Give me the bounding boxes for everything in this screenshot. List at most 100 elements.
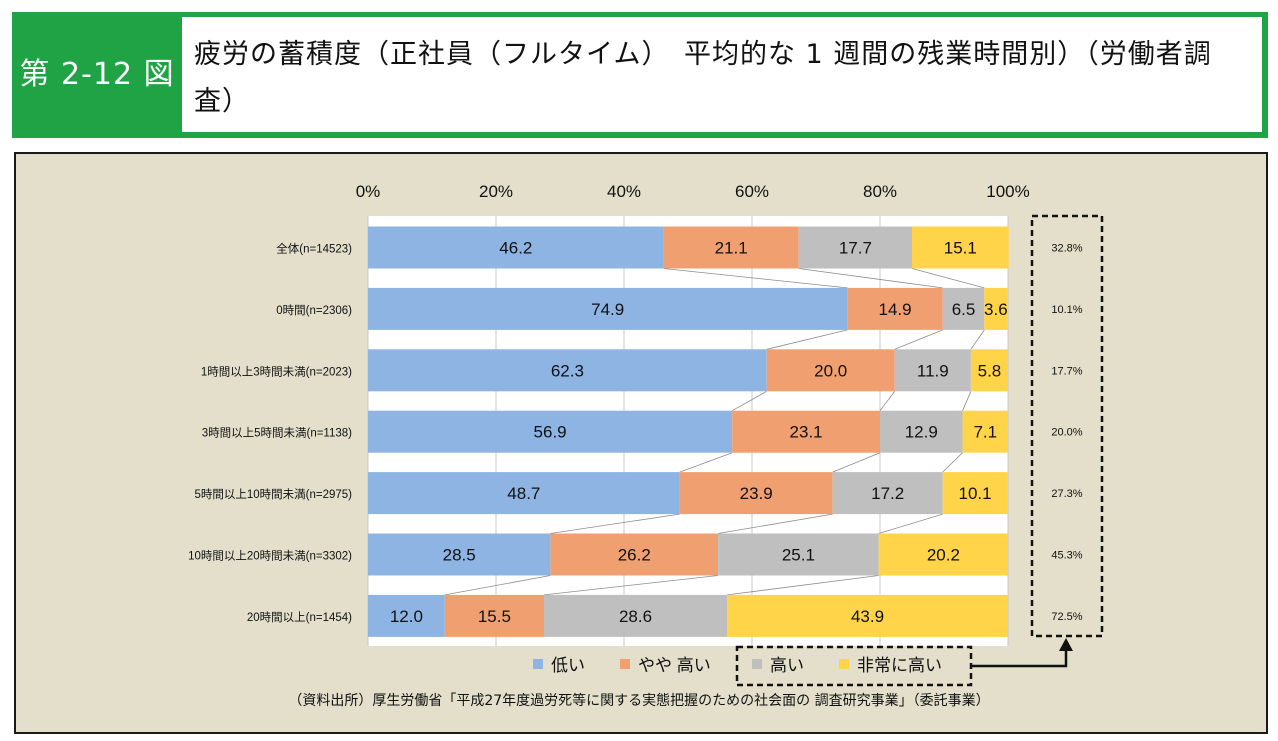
x-tick-label: 0% bbox=[356, 182, 381, 201]
series-connector bbox=[766, 329, 848, 350]
bar-segment bbox=[970, 349, 1008, 392]
data-label: 20.2 bbox=[927, 546, 960, 565]
x-tick-label: 60% bbox=[735, 182, 769, 201]
bar-segment bbox=[368, 594, 445, 637]
bar-segment bbox=[894, 349, 971, 392]
data-label: 5.8 bbox=[978, 361, 1002, 380]
data-label: 23.9 bbox=[740, 484, 773, 503]
bar-segment bbox=[368, 287, 848, 330]
data-label: 21.1 bbox=[715, 239, 748, 258]
data-label: 12.0 bbox=[390, 607, 423, 626]
data-label: 12.9 bbox=[905, 423, 938, 442]
series-connector bbox=[878, 513, 943, 534]
category-label: 10時間以上20時間未満(n=3302) bbox=[188, 550, 352, 563]
data-label: 25.1 bbox=[782, 546, 815, 565]
high-total-label: 20.0% bbox=[1051, 427, 1082, 439]
bar-segment bbox=[368, 533, 551, 576]
legend-swatch bbox=[533, 659, 543, 669]
data-label: 15.5 bbox=[478, 607, 511, 626]
data-label: 17.2 bbox=[871, 484, 904, 503]
x-tick-label: 80% bbox=[863, 182, 897, 201]
data-label: 15.1 bbox=[944, 239, 977, 258]
legend-label: やや 高い bbox=[638, 656, 711, 675]
data-label: 28.6 bbox=[619, 607, 652, 626]
figure-number: 第 2-12 図 bbox=[19, 57, 175, 92]
annotation-arrow-head bbox=[1059, 638, 1073, 651]
bar-segment bbox=[550, 533, 719, 576]
bar-segment bbox=[544, 594, 728, 637]
data-label: 3.6 bbox=[984, 300, 1008, 319]
series-connector bbox=[942, 452, 963, 473]
data-label: 17.7 bbox=[839, 239, 872, 258]
bar-segment bbox=[766, 349, 895, 392]
category-label: 1時間以上3時間未満(n=2023) bbox=[201, 365, 352, 378]
bar-segment bbox=[942, 287, 985, 330]
series-connector bbox=[962, 391, 972, 411]
bar-segment bbox=[368, 472, 680, 515]
category-label: 3時間以上5時間未満(n=1138) bbox=[202, 427, 352, 440]
series-connector bbox=[970, 329, 985, 350]
data-label: 48.7 bbox=[507, 484, 540, 503]
series-connector bbox=[543, 575, 719, 596]
series-connector bbox=[726, 575, 879, 596]
legend-label: 高い bbox=[770, 656, 804, 675]
data-label: 6.5 bbox=[952, 300, 976, 319]
series-connector bbox=[731, 390, 767, 412]
bar-segment bbox=[718, 533, 879, 576]
x-tick-label: 40% bbox=[607, 182, 641, 201]
high-total-label: 27.3% bbox=[1051, 488, 1082, 500]
bar-segment bbox=[727, 594, 1008, 637]
high-total-label: 45.3% bbox=[1051, 550, 1082, 562]
legend-label: 低い bbox=[551, 656, 585, 675]
bar-segment bbox=[942, 472, 1008, 515]
data-label: 43.9 bbox=[851, 607, 884, 626]
data-label: 46.2 bbox=[499, 239, 532, 258]
legend-swatch bbox=[839, 659, 849, 669]
data-label: 10.1 bbox=[958, 484, 991, 503]
series-connector bbox=[444, 575, 551, 596]
figure-title: 疲労の蓄積度（正社員（フルタイム） 平均的な 1 週間の残業時間別）（労働者調査… bbox=[194, 39, 1212, 117]
bar-segment bbox=[663, 226, 799, 269]
figure-header: 第 2-12 図 疲労の蓄積度（正社員（フルタイム） 平均的な 1 週間の残業時… bbox=[12, 12, 1268, 138]
data-label: 14.9 bbox=[878, 300, 911, 319]
legend-label: 非常に高い bbox=[857, 656, 942, 675]
category-label: 5時間以上10時間未満(n=2975) bbox=[194, 488, 352, 501]
category-label: 全体(n=14523) bbox=[276, 242, 352, 256]
data-label: 28.5 bbox=[443, 546, 476, 565]
bar-segment bbox=[368, 226, 664, 269]
category-label: 0時間(n=2306) bbox=[276, 304, 352, 317]
source-note: （資料出所）厚生労働省「平成27年度過労死等に関する実態把握のための社会面の 調… bbox=[288, 693, 990, 709]
series-connector bbox=[832, 452, 881, 473]
data-label: 7.1 bbox=[973, 423, 997, 442]
data-label: 26.2 bbox=[618, 546, 651, 565]
data-label: 56.9 bbox=[534, 423, 567, 442]
high-total-dashed-box bbox=[1030, 214, 1104, 638]
data-label: 62.3 bbox=[551, 361, 584, 380]
high-total-label: 72.5% bbox=[1051, 611, 1082, 623]
bar-segment bbox=[798, 226, 912, 269]
x-tick-label: 20% bbox=[479, 182, 513, 201]
high-total-label: 10.1% bbox=[1051, 304, 1082, 316]
bar-segment bbox=[732, 410, 880, 453]
bar-segment bbox=[878, 533, 1008, 576]
bar-segment bbox=[984, 287, 1008, 330]
category-label: 20時間以上(n=1454) bbox=[247, 611, 352, 624]
series-connector bbox=[879, 391, 896, 411]
bar-segment bbox=[368, 410, 733, 453]
bar-segment bbox=[368, 349, 767, 392]
data-label: 23.1 bbox=[790, 423, 823, 442]
series-connector bbox=[718, 513, 833, 534]
bar-segment bbox=[962, 410, 1008, 453]
x-tick-label: 100% bbox=[986, 182, 1029, 201]
high-total-label: 17.7% bbox=[1051, 365, 1082, 377]
annotation-arrow-line bbox=[971, 650, 1068, 668]
series-connector bbox=[679, 452, 733, 473]
legend-swatch bbox=[752, 659, 762, 669]
series-connector bbox=[550, 513, 680, 534]
data-label: 11.9 bbox=[917, 361, 949, 380]
bar-segment bbox=[832, 472, 943, 515]
legend-swatch bbox=[620, 659, 630, 669]
series-connector bbox=[798, 268, 943, 289]
series-connector bbox=[894, 329, 943, 350]
